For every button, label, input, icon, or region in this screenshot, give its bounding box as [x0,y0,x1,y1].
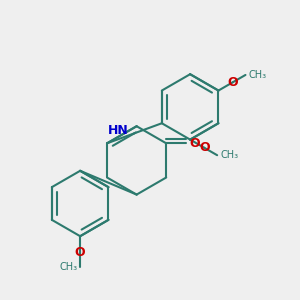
Text: HN: HN [108,124,128,137]
Text: O: O [227,76,238,89]
Text: O: O [75,246,86,259]
Text: O: O [189,137,200,150]
Text: CH₃: CH₃ [220,150,238,160]
Text: CH₃: CH₃ [248,70,267,80]
Text: CH₃: CH₃ [59,262,77,272]
Text: O: O [199,141,210,154]
